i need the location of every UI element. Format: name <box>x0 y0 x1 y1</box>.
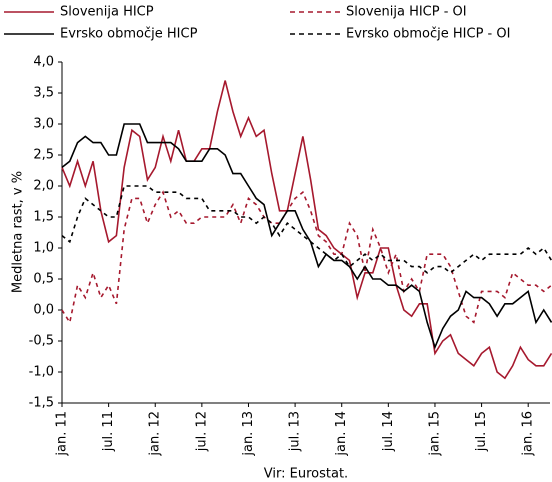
x-tick-label: jan. 14 <box>334 411 349 457</box>
x-tick-label: jan. 16 <box>521 411 536 457</box>
x-tick-label: jan. 13 <box>241 411 256 457</box>
source-note: Vir: Eurostat. <box>264 467 348 482</box>
y-tick-label: 2,0 <box>33 179 54 194</box>
y-tick-label: 1,5 <box>33 210 54 225</box>
x-tick-label: jul. 13 <box>288 411 303 452</box>
legend-label: Evrsko območje HICP - OI <box>346 27 510 42</box>
y-tick-label: 3,5 <box>33 86 54 101</box>
series-line <box>61 123 552 350</box>
series-line <box>61 185 552 274</box>
series-line <box>61 80 552 380</box>
x-tick-label: jan. 11 <box>55 411 70 457</box>
y-tick-label: -1,0 <box>29 365 54 380</box>
y-tick-label: 0,5 <box>33 272 54 287</box>
x-tick-label: jul. 14 <box>381 411 396 452</box>
legend-label: Evrsko območje HICP <box>60 27 198 42</box>
y-tick-label: -1,5 <box>29 396 54 411</box>
y-tick-label: 2,5 <box>33 148 54 163</box>
y-tick-label: 0,0 <box>33 303 54 318</box>
y-tick-label: 4,0 <box>33 55 54 70</box>
y-axis-label: Medletna rast, v % <box>11 171 26 293</box>
x-tick-label: jan. 12 <box>148 411 163 457</box>
x-tick-label: jul. 15 <box>474 411 489 452</box>
x-tick-label: jul. 12 <box>194 411 209 452</box>
y-tick-label: 1,0 <box>33 241 54 256</box>
legend-label: Slovenija HICP - OI <box>346 5 467 20</box>
y-tick-label: 3,0 <box>33 117 54 132</box>
legend-label: Slovenija HICP <box>60 5 154 20</box>
x-tick-label: jan. 15 <box>427 411 442 457</box>
y-tick-label: -0,5 <box>29 334 54 349</box>
x-tick-label: jul. 11 <box>101 411 116 452</box>
series-line <box>61 190 552 325</box>
